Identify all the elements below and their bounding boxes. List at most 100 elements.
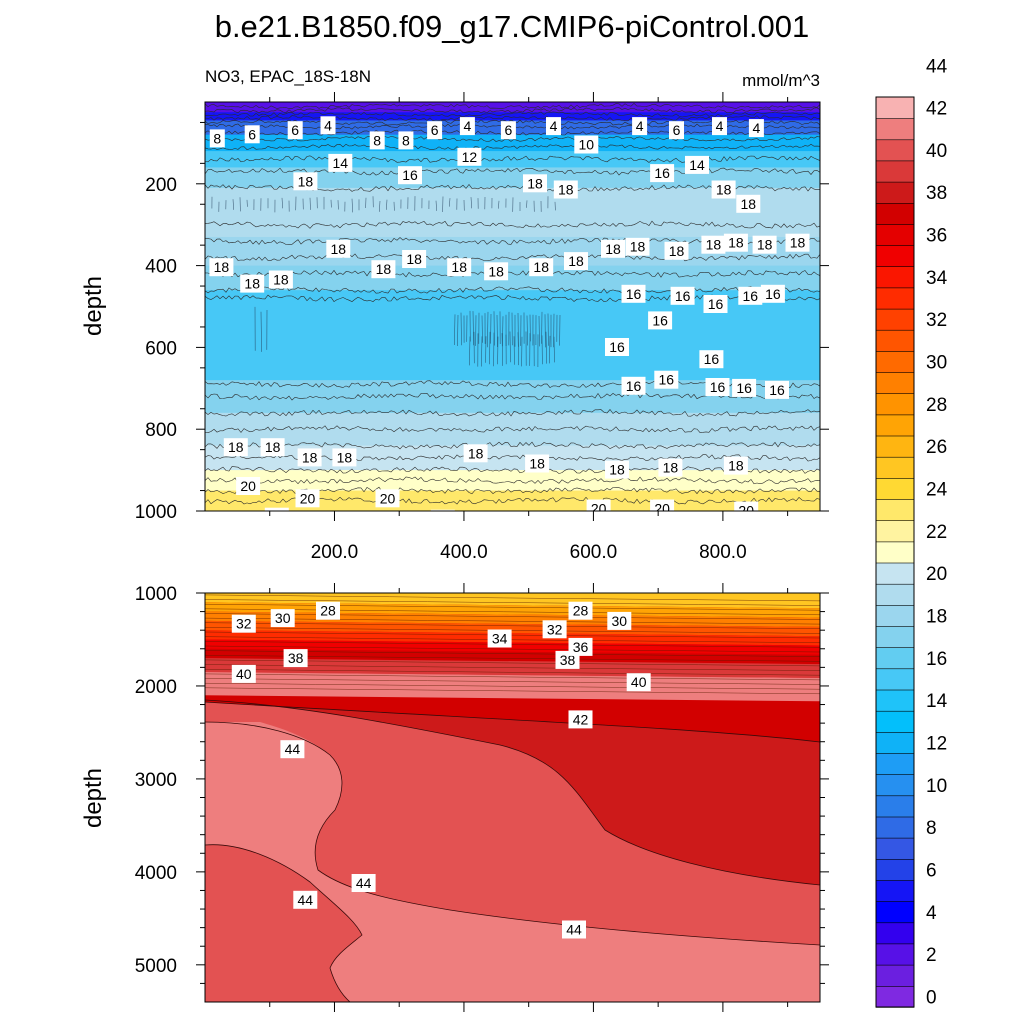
colorbar-swatch-41	[875, 117, 915, 141]
upper-ylabel: depth	[80, 276, 107, 336]
lower-contour-label-6: 28	[568, 601, 593, 620]
upper-contour-label-32: 18	[601, 239, 625, 258]
upper-contour-label-box-34	[664, 241, 689, 260]
upper-contour-label-text-17: 16	[402, 167, 418, 183]
upper-contour-label-5: 8	[398, 131, 414, 150]
upper-contour-label-box-44	[703, 295, 728, 313]
lower-contour-label-box-14	[351, 874, 376, 892]
upper-contour-label-41: 18	[447, 258, 472, 277]
upper-contour-label-box-67	[586, 499, 611, 511]
upper-contour-label-text-5: 8	[402, 132, 410, 148]
lower-contour-label-text-10: 38	[288, 650, 304, 666]
upper-contour-label-text-56: 18	[265, 439, 281, 455]
upper-contour-label-text-53: 16	[736, 380, 752, 396]
lower-contour-label-text-11: 40	[631, 674, 647, 690]
upper-contour-label-box-62	[658, 458, 683, 477]
upper-contour-label-13: 4	[712, 117, 727, 136]
colorbar-swatch-7	[875, 837, 915, 860]
colorbar-swatch-16	[875, 646, 915, 670]
upper-contour-line-10	[205, 167, 820, 176]
colorbar-swatch-5	[875, 879, 915, 902]
colorbar-swatch-37	[875, 202, 915, 225]
upper-contour-label-50: 16	[621, 376, 646, 395]
upper-contour-label-box-3	[320, 116, 336, 135]
lower-contour-lines	[205, 594, 820, 1002]
colorbar-swatch-36	[875, 223, 915, 246]
upper-contour-label-box-68	[650, 499, 675, 511]
upper-units-label: mmol/m^3	[742, 71, 820, 90]
upper-contour-label-box-37	[752, 235, 777, 254]
colorbar-label-8: 16	[926, 649, 947, 670]
upper-contour-label-box-72	[430, 509, 455, 511]
upper-contour-label-44: 16	[703, 295, 728, 313]
upper-contour-label-0: 8	[209, 129, 225, 148]
colorbar-label-0: 0	[926, 987, 937, 1008]
upper-contour-line-0	[205, 102, 820, 109]
upper-contour-label-28: 18	[371, 260, 396, 279]
upper-contour-label-text-44: 16	[708, 296, 724, 312]
colorbar-label-1: 2	[926, 945, 937, 966]
upper-contour-label-69: 20	[734, 501, 759, 511]
colorbar-label-12: 24	[926, 480, 948, 501]
upper-contour-label-text-33: 18	[630, 239, 646, 255]
colorbar-label-3: 6	[926, 860, 937, 881]
upper-contour-label-61: 18	[605, 460, 629, 479]
upper-contour-label-30: 18	[529, 258, 554, 277]
upper-contour-label-box-70	[264, 507, 289, 511]
lower-contour-label-box-0	[231, 614, 256, 633]
upper-contour-label-box-54	[765, 380, 789, 399]
upper-ytick-label-2: 600	[145, 338, 177, 359]
upper-contour-label-text-34: 18	[669, 243, 685, 259]
upper-contour-label-11: 4	[632, 117, 648, 136]
colorbar-swatch-8	[875, 816, 915, 839]
upper-contour-label-box-5	[398, 131, 414, 150]
lower-contour-label-11: 40	[626, 673, 651, 692]
lower-contour-line-1570	[205, 645, 820, 653]
colorbar-label-10: 20	[926, 564, 947, 585]
upper-contour-label-box-17	[398, 166, 422, 185]
lower-contour-line-1870	[205, 673, 820, 681]
lower-contour-44a	[205, 721, 820, 946]
upper-contour-label-text-39: 18	[244, 276, 260, 292]
upper-contour-label-14: 4	[748, 119, 764, 138]
upper-contour-label-6: 6	[427, 121, 443, 140]
upper-contour-label-39: 18	[240, 274, 265, 293]
upper-contour-label-box-38	[785, 233, 810, 252]
upper-contour-label-box-19	[685, 155, 709, 174]
colorbar-swatch-0	[875, 985, 915, 1008]
upper-contour-label-box-15	[328, 153, 353, 172]
upper-contour-label-text-28: 18	[376, 261, 392, 277]
upper-contour-label-56: 18	[260, 438, 285, 457]
colorbar-swatch-2	[875, 943, 915, 966]
upper-contour-label-38: 18	[785, 233, 810, 252]
lower-contour-line-1070	[205, 599, 820, 606]
lower-region-43-lowerleft	[205, 844, 362, 1002]
colorbar-swatch-30	[875, 350, 915, 373]
lower-contour-label-7: 36	[568, 637, 593, 656]
upper-contour-label-text-13: 4	[716, 118, 724, 134]
upper-contour-label-text-27: 18	[214, 259, 230, 275]
upper-contour-label-text-16: 12	[462, 149, 478, 165]
upper-contour-label-box-53	[732, 378, 757, 397]
lower-ytick-label-2: 3000	[135, 770, 177, 791]
upper-contour-line-24	[205, 466, 820, 474]
lower-contour-label-box-16	[562, 920, 586, 939]
upper-contour-label-box-56	[260, 438, 285, 457]
upper-contour-label-text-70: 22	[269, 509, 285, 525]
upper-contour-label-59: 18	[463, 444, 488, 463]
colorbar-swatch-39	[875, 160, 915, 183]
upper-contour-label-text-36: 18	[728, 235, 744, 251]
lower-band-8	[205, 672, 820, 702]
upper-contour-label-64: 20	[236, 477, 261, 495]
colorbar-label-11: 22	[926, 522, 947, 543]
upper-contour-label-box-14	[748, 119, 764, 138]
upper-contour-label-text-25: 18	[331, 241, 347, 257]
upper-contour-label-text-72: 22	[435, 511, 451, 527]
upper-contour-line-1	[205, 107, 820, 114]
colorbar-swatch-32	[875, 308, 915, 331]
upper-ytick-label-1: 400	[145, 257, 177, 278]
upper-contour-label-1: 6	[244, 125, 260, 144]
colorbar-label-19: 38	[926, 183, 947, 204]
lower-contour-label-3: 34	[487, 629, 512, 648]
